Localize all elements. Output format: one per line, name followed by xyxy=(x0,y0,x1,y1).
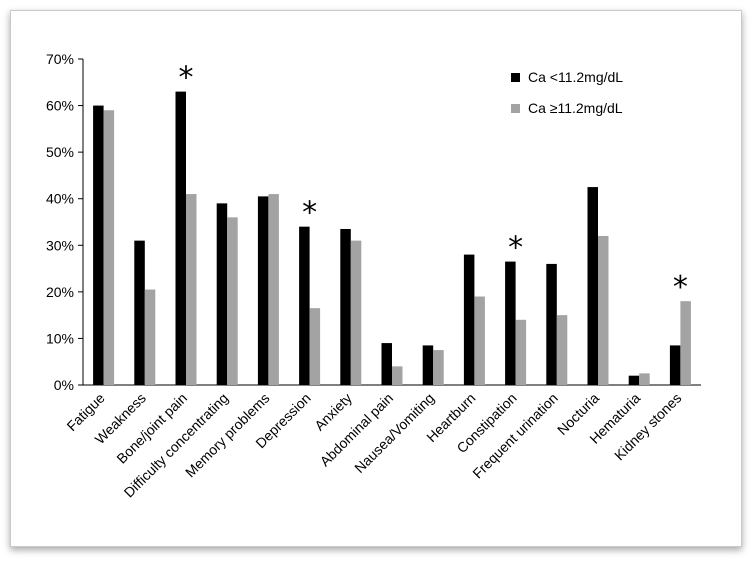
y-tick-label: 60% xyxy=(46,98,74,114)
bar-ca-at-or-above-11-2 xyxy=(598,235,609,385)
y-tick-label: 50% xyxy=(46,144,74,160)
bar-ca-below-11-2 xyxy=(216,203,228,385)
bar-ca-at-or-above-11-2 xyxy=(186,194,197,385)
chart-frame: 0% 10% 20% 30% 40% 50% 60% 70% * * * * Fatigue Weak… xyxy=(10,10,742,547)
bar-ca-at-or-above-11-2 xyxy=(474,296,485,385)
bar-ca-at-or-above-11-2 xyxy=(680,301,691,385)
bar-ca-at-or-above-11-2 xyxy=(144,289,156,385)
y-tick-label: 0% xyxy=(54,377,74,393)
bar-ca-below-11-2 xyxy=(546,263,557,385)
significance-star: * xyxy=(179,61,194,96)
bar-ca-below-11-2 xyxy=(381,343,392,385)
y-tick-label: 30% xyxy=(46,237,74,253)
bar-ca-below-11-2 xyxy=(463,254,475,385)
bar-ca-below-11-2 xyxy=(299,226,310,385)
bar-ca-below-11-2 xyxy=(505,261,516,385)
bar-ca-at-or-above-11-2 xyxy=(309,308,321,385)
bar-ca-at-or-above-11-2 xyxy=(350,240,362,385)
bar-ca-below-11-2 xyxy=(628,375,640,385)
y-tick-label: 10% xyxy=(46,330,74,346)
bar-ca-below-11-2 xyxy=(134,240,145,385)
bar-ca-at-or-above-11-2 xyxy=(268,194,279,385)
bar-ca-below-11-2 xyxy=(422,345,434,385)
bar-ca-below-11-2 xyxy=(340,228,351,385)
bar-ca-at-or-above-11-2 xyxy=(433,350,444,385)
legend-swatch xyxy=(511,104,520,113)
bar-ca-at-or-above-11-2 xyxy=(227,217,238,385)
y-tick-label: 20% xyxy=(46,284,74,300)
bar-ca-below-11-2 xyxy=(93,105,104,386)
y-tick-label: 40% xyxy=(46,191,74,207)
significance-star: * xyxy=(302,196,317,231)
significance-star: * xyxy=(673,270,688,305)
significance-star: * xyxy=(508,231,523,266)
x-category-label: Abdominal pain xyxy=(317,390,397,470)
bar-ca-at-or-above-11-2 xyxy=(392,366,403,385)
bar-ca-at-or-above-11-2 xyxy=(103,110,115,385)
y-tick-label: 70% xyxy=(46,51,74,67)
bar-ca-at-or-above-11-2 xyxy=(639,373,650,385)
bar-ca-at-or-above-11-2 xyxy=(556,315,568,385)
legend-swatch xyxy=(511,73,520,82)
bar-ca-below-11-2 xyxy=(257,196,269,385)
bar-ca-below-11-2 xyxy=(587,187,598,385)
bar-ca-below-11-2 xyxy=(669,345,681,385)
bar-ca-at-or-above-11-2 xyxy=(515,319,527,385)
legend-label: Ca <11.2mg/dL xyxy=(528,69,623,85)
legend-label: Ca ≥11.2mg/dL xyxy=(528,100,623,116)
bar-ca-below-11-2 xyxy=(175,91,186,385)
